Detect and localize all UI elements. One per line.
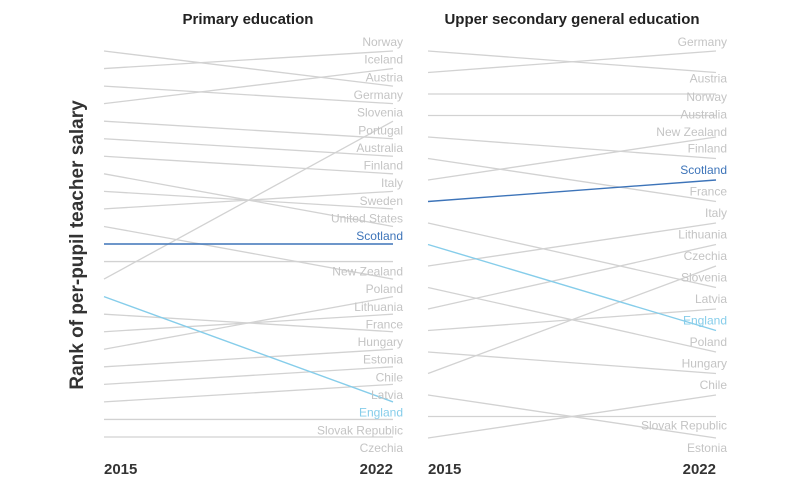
slope-line-scotland	[427, 179, 717, 203]
slope-line-new-zealand	[427, 136, 717, 181]
slope-line-estonia	[427, 394, 717, 439]
country-label-poland: Poland	[690, 335, 727, 349]
slope-line-austria	[103, 50, 394, 87]
slope-line-hungary	[427, 351, 717, 375]
country-label-finland: Finland	[688, 142, 727, 156]
country-label-australia: Australia	[680, 108, 727, 122]
country-label-latvia: Latvia	[371, 388, 403, 402]
slope-line-united-states	[103, 173, 394, 228]
country-label-slovenia: Slovenia	[681, 271, 727, 285]
slope-line-finland	[103, 155, 394, 175]
country-label-austria: Austria	[366, 70, 404, 84]
country-label-czechia: Czechia	[684, 249, 728, 263]
country-label-france: France	[366, 317, 404, 331]
country-label-lithuania: Lithuania	[354, 300, 403, 314]
slope-line-latvia	[103, 383, 394, 403]
slope-line-hungary	[103, 313, 394, 333]
country-label-norway: Norway	[686, 90, 727, 104]
slope-line-austria	[427, 50, 717, 74]
slope-line-portugal	[103, 120, 394, 140]
country-label-hungary: Hungary	[682, 357, 727, 371]
country-label-austria: Austria	[690, 72, 728, 86]
x-tick-2015-primary: 2015	[104, 461, 137, 478]
slope-line-italy	[427, 222, 717, 267]
country-label-chile: Chile	[700, 378, 728, 392]
panel-upper-secondary: Germany Austria Norway Australia New Zealand…	[427, 35, 728, 455]
country-label-slovenia: Slovenia	[357, 106, 403, 120]
slope-line-iceland	[103, 67, 394, 105]
country-label-scotland: Scotland	[680, 163, 727, 177]
country-label-estonia: Estonia	[687, 441, 727, 455]
country-label-united-states: United States	[331, 212, 403, 226]
country-label-france: France	[690, 185, 728, 199]
panel-title-upper-secondary: Upper secondary general education	[444, 11, 699, 28]
country-label-new-zealand: New Zealand	[656, 125, 727, 139]
slope-line-finland	[427, 136, 717, 160]
slope-line-australia	[103, 138, 394, 157]
country-label-slovak-republic: Slovak Republic	[317, 423, 403, 437]
slope-line-germany	[103, 85, 394, 105]
x-tick-2022-primary: 2022	[360, 461, 393, 478]
slope-line-estonia	[103, 348, 394, 368]
country-label-iceland: Iceland	[364, 53, 403, 67]
country-label-norway: Norway	[362, 35, 403, 49]
panel-title-primary: Primary education	[183, 11, 314, 28]
slope-line-chile	[103, 366, 394, 386]
x-tick-2022-upper-secondary: 2022	[683, 461, 716, 478]
country-label-finland: Finland	[364, 159, 403, 173]
slope-line-france	[427, 157, 717, 203]
country-label-czechia: Czechia	[360, 441, 404, 455]
y-axis-label: Rank of per-pupil teacher salary	[67, 100, 88, 390]
panel-primary: Norway Iceland Austria Germany Slovenia Portu…	[103, 35, 404, 455]
slope-line-slovenia	[427, 222, 717, 289]
x-tick-2015-upper-secondary: 2015	[428, 461, 461, 478]
country-label-germany: Germany	[678, 35, 727, 49]
country-label-portugal: Portugal	[358, 123, 403, 137]
country-label-lithuania: Lithuania	[678, 228, 727, 242]
country-label-slovak-republic: Slovak Republic	[641, 419, 727, 433]
country-label-estonia: Estonia	[363, 353, 403, 367]
country-label-germany: Germany	[354, 88, 403, 102]
country-label-australia: Australia	[356, 141, 403, 155]
slope-line-england	[427, 243, 717, 332]
country-label-new-zealand: New Zealand	[332, 264, 403, 278]
country-label-scotland: Scotland	[356, 229, 403, 243]
slope-line-lithuania	[427, 243, 717, 310]
slope-line-poland	[103, 225, 394, 280]
slope-line-poland	[427, 286, 717, 353]
country-label-italy: Italy	[705, 206, 727, 220]
country-label-italy: Italy	[381, 176, 403, 190]
country-label-england: England	[683, 314, 727, 328]
country-label-england: England	[359, 406, 403, 420]
country-label-latvia: Latvia	[695, 292, 727, 306]
slope-line-england	[103, 295, 394, 403]
slope-line-norway	[103, 50, 394, 70]
country-label-sweden: Sweden	[360, 194, 403, 208]
country-label-hungary: Hungary	[358, 335, 403, 349]
country-label-chile: Chile	[376, 370, 404, 384]
country-label-poland: Poland	[366, 282, 403, 296]
